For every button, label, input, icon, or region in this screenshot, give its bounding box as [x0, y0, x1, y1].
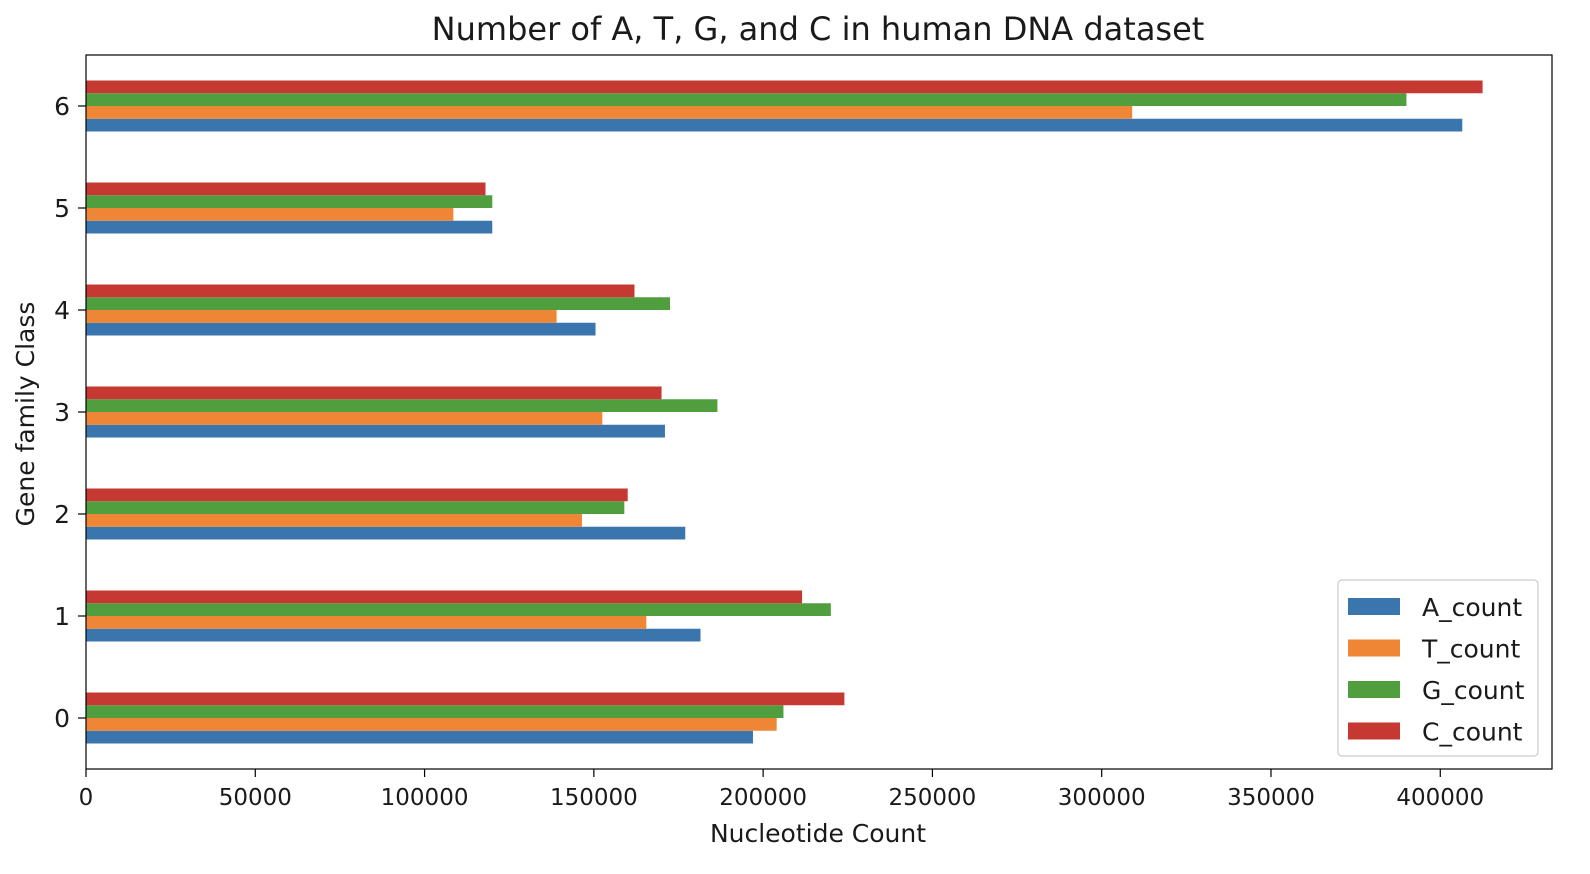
y-tick-label: 3 [54, 398, 70, 427]
x-tick-label: 350000 [1227, 785, 1315, 811]
bar-A_count-class-3 [86, 424, 665, 438]
x-tick-label: 100000 [381, 785, 469, 811]
y-axis-label: Gene family Class [11, 302, 40, 527]
x-tick-label: 250000 [889, 785, 977, 811]
bar-A_count-class-6 [86, 118, 1463, 132]
x-tick-label: 400000 [1396, 785, 1484, 811]
y-tick-label: 2 [54, 500, 70, 529]
legend: A_count T_count G_count C_count [1337, 579, 1539, 757]
bar-G_count-class-1 [86, 603, 831, 616]
bar-A_count-class-2 [86, 526, 686, 540]
legend-swatch-C_count [1348, 722, 1400, 740]
legend-swatch-T_count [1348, 639, 1400, 657]
bar-G_count-class-3 [86, 399, 718, 412]
y-tick-label: 6 [54, 92, 70, 121]
bar-A_count-class-4 [86, 322, 596, 336]
bar-C_count-class-6 [86, 80, 1483, 94]
x-tick-label: 50000 [219, 785, 292, 811]
x-tick-label: 0 [79, 785, 94, 811]
plot-frame [85, 54, 1553, 770]
bar-G_count-class-5 [86, 195, 493, 208]
chart-title: Number of A, T, G, and C in human DNA da… [432, 10, 1205, 48]
bar-A_count-class-5 [86, 220, 493, 234]
legend-box [1337, 579, 1539, 757]
bar-G_count-class-4 [86, 297, 671, 310]
bar-T_count-class-6 [86, 106, 1133, 119]
bar-G_count-class-6 [86, 93, 1407, 106]
legend-swatch-G_count [1348, 681, 1400, 698]
y-tick-label: 4 [54, 296, 70, 325]
bar-G_count-class-2 [86, 501, 625, 514]
bar-T_count-class-0 [86, 718, 777, 731]
x-tick-label: 150000 [550, 785, 638, 811]
bar-C_count-class-1 [86, 590, 803, 604]
ticks-layer: 0 50000 100000 150000 200000 250000 300000 3500… [54, 92, 1484, 811]
legend-label-A_count: A_count [1422, 593, 1522, 622]
bar-T_count-class-1 [86, 616, 647, 629]
bar-C_count-class-0 [86, 692, 845, 706]
bar-T_count-class-5 [86, 208, 454, 221]
y-tick-label: 1 [54, 602, 70, 631]
x-tick-label: 200000 [719, 785, 807, 811]
bar-C_count-class-4 [86, 284, 635, 298]
bar-G_count-class-0 [86, 705, 784, 718]
bar-C_count-class-2 [86, 488, 628, 502]
bars-layer [86, 80, 1483, 744]
bar-T_count-class-4 [86, 310, 557, 323]
bar-A_count-class-0 [86, 730, 753, 744]
legend-swatch-A_count [1348, 598, 1400, 615]
legend-label-T_count: T_count [1421, 635, 1521, 664]
bar-T_count-class-3 [86, 412, 603, 425]
bar-C_count-class-3 [86, 386, 662, 400]
bar-C_count-class-5 [86, 182, 486, 196]
legend-label-C_count: C_count [1422, 718, 1523, 747]
y-tick-label: 0 [54, 704, 70, 733]
x-axis-label: Nucleotide Count [710, 819, 926, 848]
bar-A_count-class-1 [86, 628, 701, 642]
legend-label-G_count: G_count [1422, 676, 1525, 705]
x-tick-label: 300000 [1058, 785, 1146, 811]
y-tick-label: 5 [54, 194, 70, 223]
bar-T_count-class-2 [86, 514, 583, 527]
